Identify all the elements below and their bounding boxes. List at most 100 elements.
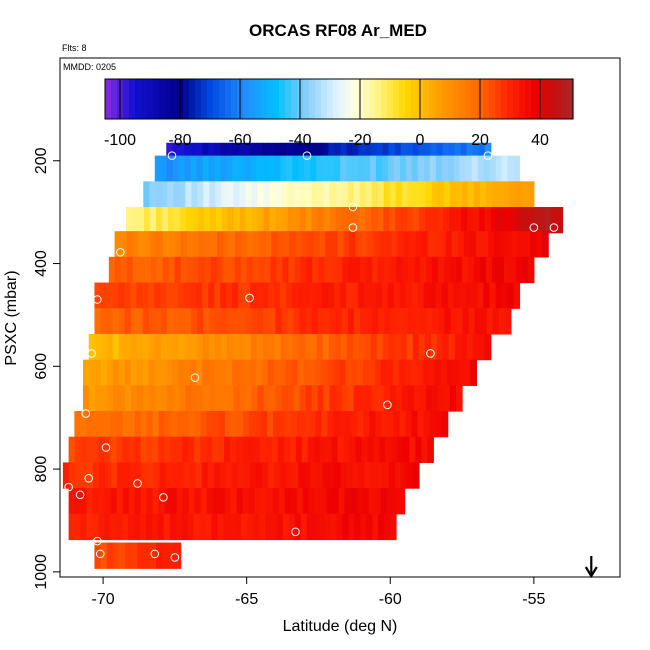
- heatmap-cell: [230, 436, 237, 464]
- heatmap-cell: [138, 207, 145, 234]
- heatmap-cell: [280, 155, 287, 182]
- heatmap-cell: [104, 513, 111, 541]
- heatmap-cell: [414, 308, 421, 335]
- heatmap-cell: [393, 155, 401, 182]
- heatmap-cell: [473, 181, 481, 208]
- heatmap-band: [94, 282, 521, 309]
- heatmap-cell: [371, 207, 378, 234]
- heatmap-cell: [342, 256, 349, 284]
- heatmap-cell: [277, 436, 285, 464]
- heatmap-cell: [206, 436, 213, 464]
- colorbar-cell: [495, 79, 502, 119]
- heatmap-cell: [259, 436, 267, 464]
- heatmap-cell: [377, 385, 385, 412]
- heatmap-cell: [151, 513, 159, 541]
- observation-point: [549, 223, 559, 232]
- heatmap-cell: [353, 207, 360, 234]
- heatmap-cell: [158, 411, 166, 438]
- heatmap-cell: [137, 385, 144, 412]
- heatmap-cell: [135, 462, 142, 489]
- heatmap-cell: [80, 488, 88, 515]
- heatmap-cell: [245, 207, 253, 234]
- heatmap-cell: [333, 359, 340, 386]
- heatmap-cell: [306, 256, 313, 284]
- heatmap-cell: [397, 436, 405, 464]
- heatmap-cell: [352, 155, 359, 182]
- heatmap-cell: [233, 207, 241, 234]
- heatmap-cell: [197, 207, 205, 234]
- heatmap-cell: [172, 308, 180, 335]
- heatmap-cell: [333, 282, 341, 309]
- heatmap-cell: [243, 359, 251, 386]
- heatmap-cell: [180, 256, 188, 284]
- heatmap-band: [62, 462, 420, 489]
- heatmap-cell: [184, 359, 191, 386]
- heatmap-cell: [435, 282, 443, 309]
- heatmap-cell: [502, 207, 510, 234]
- observation-point: [426, 349, 435, 358]
- heatmap-cell: [170, 411, 178, 438]
- heatmap-cell: [366, 308, 373, 335]
- heatmap-cell: [408, 256, 415, 284]
- heatmap-cell: [472, 333, 480, 361]
- heatmap-cell: [291, 411, 298, 438]
- heatmap-cell: [182, 411, 190, 438]
- heatmap-cell: [74, 436, 82, 464]
- heatmap-cell: [241, 231, 248, 258]
- heatmap-cell: [146, 513, 153, 541]
- heatmap-cell: [418, 333, 426, 361]
- heatmap-cell: [264, 256, 272, 284]
- heatmap-cell: [450, 308, 458, 335]
- heatmap-cell: [424, 333, 432, 361]
- heatmap-cell: [279, 359, 287, 386]
- colorbar-cell: [183, 79, 190, 119]
- heatmap-cell: [358, 155, 365, 182]
- heatmap-cell: [95, 385, 102, 412]
- observation-point: [245, 293, 254, 303]
- heatmap-cell: [124, 308, 132, 335]
- colorbar-cell: [435, 79, 442, 119]
- heatmap-cell: [456, 308, 464, 335]
- heatmap-cell: [385, 436, 393, 464]
- heatmap-cell: [257, 308, 265, 335]
- heatmap-cell: [382, 462, 390, 489]
- heatmap-cell: [373, 231, 381, 258]
- heatmap-cell: [128, 488, 136, 515]
- heatmap-cell: [357, 282, 365, 309]
- heatmap-cell: [358, 333, 366, 361]
- heatmap-cell: [163, 513, 171, 541]
- heatmap-cell: [203, 181, 210, 208]
- heatmap-cell: [411, 411, 419, 438]
- heatmap-cell: [496, 207, 504, 234]
- heatmap-cell: [346, 462, 354, 489]
- heatmap-cell: [334, 462, 342, 489]
- heatmap-cell: [343, 436, 351, 464]
- heatmap-cell: [100, 308, 108, 335]
- heatmap-cell: [242, 411, 250, 438]
- heatmap-cell: [94, 542, 102, 569]
- heatmap-cell: [439, 231, 447, 258]
- heatmap-cell: [425, 181, 433, 208]
- heatmap-cell: [292, 155, 299, 182]
- heatmap-cell: [369, 411, 377, 438]
- colorbar: -100 -80 -60 -40 -20 0 20 40: [104, 78, 574, 149]
- heatmap-cell: [142, 333, 150, 361]
- x-tick-label: -70: [92, 591, 115, 608]
- heatmap-cell: [486, 308, 494, 335]
- heatmap-cell: [304, 462, 311, 489]
- heatmap-cell: [417, 411, 425, 438]
- heatmap-cell: [252, 256, 260, 284]
- heatmap-cell: [468, 256, 475, 284]
- heatmap-cell: [509, 256, 517, 284]
- heatmap-cell: [527, 181, 535, 208]
- heatmap-cell: [179, 181, 186, 208]
- heatmap-cell: [265, 513, 272, 541]
- heatmap-band: [68, 436, 434, 464]
- heatmap-cell: [275, 207, 283, 234]
- heatmap-cell: [203, 308, 210, 335]
- heatmap-cell: [370, 462, 378, 489]
- heatmap-cell: [209, 207, 217, 234]
- colorbar-cell: [555, 79, 562, 119]
- heatmap-cell: [228, 256, 236, 284]
- heatmap-cell: [366, 256, 373, 284]
